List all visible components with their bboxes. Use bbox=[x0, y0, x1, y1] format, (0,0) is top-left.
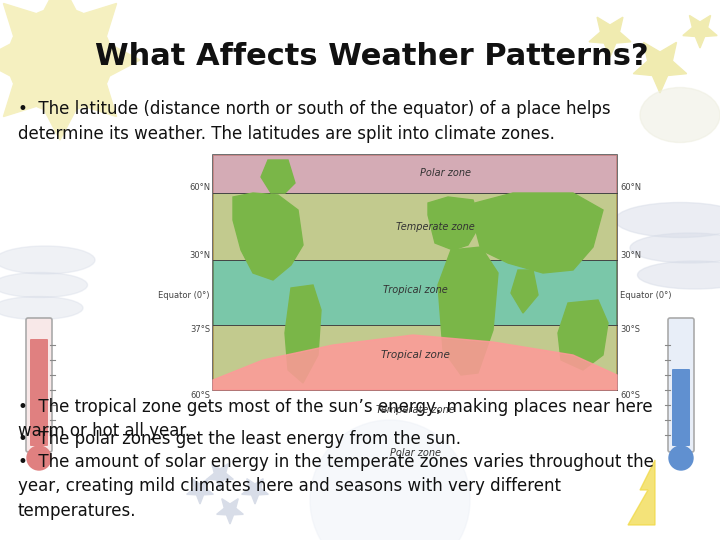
Polygon shape bbox=[84, 84, 117, 117]
Text: 60°S: 60°S bbox=[190, 390, 210, 400]
Text: •  The polar zones get the least energy from the sun.: • The polar zones get the least energy f… bbox=[18, 430, 461, 448]
Text: Temperate zone: Temperate zone bbox=[376, 405, 454, 415]
Polygon shape bbox=[186, 478, 213, 504]
Text: 30°N: 30°N bbox=[620, 251, 641, 260]
Polygon shape bbox=[511, 270, 538, 313]
Circle shape bbox=[310, 420, 470, 540]
Text: 60°N: 60°N bbox=[620, 184, 641, 192]
Text: What Affects Weather Patterns?: What Affects Weather Patterns? bbox=[95, 42, 649, 71]
Polygon shape bbox=[242, 478, 269, 504]
Polygon shape bbox=[473, 193, 603, 273]
Text: 30°N: 30°N bbox=[189, 251, 210, 260]
Text: 60°N: 60°N bbox=[189, 184, 210, 192]
Polygon shape bbox=[217, 498, 243, 524]
Polygon shape bbox=[4, 84, 37, 117]
FancyBboxPatch shape bbox=[213, 155, 617, 390]
Text: 30°S: 30°S bbox=[620, 326, 640, 334]
FancyBboxPatch shape bbox=[672, 369, 690, 446]
Ellipse shape bbox=[637, 261, 720, 289]
Text: •  The latitude (distance north or south of the equator) of a place helps
determ: • The latitude (distance north or south … bbox=[18, 100, 611, 143]
Polygon shape bbox=[285, 285, 321, 383]
Polygon shape bbox=[589, 17, 631, 57]
Circle shape bbox=[27, 446, 51, 470]
Polygon shape bbox=[558, 300, 608, 370]
Polygon shape bbox=[428, 197, 481, 250]
Polygon shape bbox=[233, 193, 303, 280]
Text: •  The tropical zone gets most of the sun’s energy, making places near here
warm: • The tropical zone gets most of the sun… bbox=[18, 398, 652, 440]
FancyBboxPatch shape bbox=[213, 325, 617, 390]
Text: Temperate zone: Temperate zone bbox=[395, 222, 474, 232]
Text: Tropical zone: Tropical zone bbox=[382, 285, 447, 295]
Circle shape bbox=[669, 446, 693, 470]
Ellipse shape bbox=[0, 273, 88, 298]
Ellipse shape bbox=[615, 202, 720, 238]
Ellipse shape bbox=[0, 246, 95, 274]
Text: Tropical zone: Tropical zone bbox=[381, 350, 449, 360]
Ellipse shape bbox=[640, 87, 720, 143]
FancyBboxPatch shape bbox=[213, 193, 617, 260]
Text: Polar zone: Polar zone bbox=[390, 448, 441, 458]
Polygon shape bbox=[44, 110, 76, 140]
FancyBboxPatch shape bbox=[668, 318, 694, 452]
Polygon shape bbox=[261, 160, 295, 193]
Polygon shape bbox=[213, 335, 617, 390]
Polygon shape bbox=[438, 247, 498, 375]
Text: Equator (0°): Equator (0°) bbox=[620, 291, 672, 300]
Text: 60°S: 60°S bbox=[620, 390, 640, 400]
Text: 37°S: 37°S bbox=[190, 326, 210, 334]
Polygon shape bbox=[628, 460, 655, 525]
Polygon shape bbox=[683, 16, 717, 48]
Polygon shape bbox=[207, 464, 233, 489]
Circle shape bbox=[8, 8, 112, 112]
Polygon shape bbox=[634, 42, 687, 93]
FancyBboxPatch shape bbox=[26, 318, 52, 452]
Text: Equator (0°): Equator (0°) bbox=[158, 291, 210, 300]
Text: •  The amount of solar energy in the temperate zones varies throughout the
year,: • The amount of solar energy in the temp… bbox=[18, 453, 654, 519]
Polygon shape bbox=[4, 3, 37, 36]
Ellipse shape bbox=[0, 296, 83, 320]
Ellipse shape bbox=[630, 233, 720, 263]
Polygon shape bbox=[0, 44, 11, 76]
FancyBboxPatch shape bbox=[213, 155, 617, 193]
Text: Polar zone: Polar zone bbox=[420, 168, 470, 178]
Polygon shape bbox=[109, 44, 140, 76]
Polygon shape bbox=[84, 3, 117, 36]
FancyBboxPatch shape bbox=[213, 260, 617, 325]
Polygon shape bbox=[44, 0, 76, 11]
FancyBboxPatch shape bbox=[30, 339, 48, 446]
